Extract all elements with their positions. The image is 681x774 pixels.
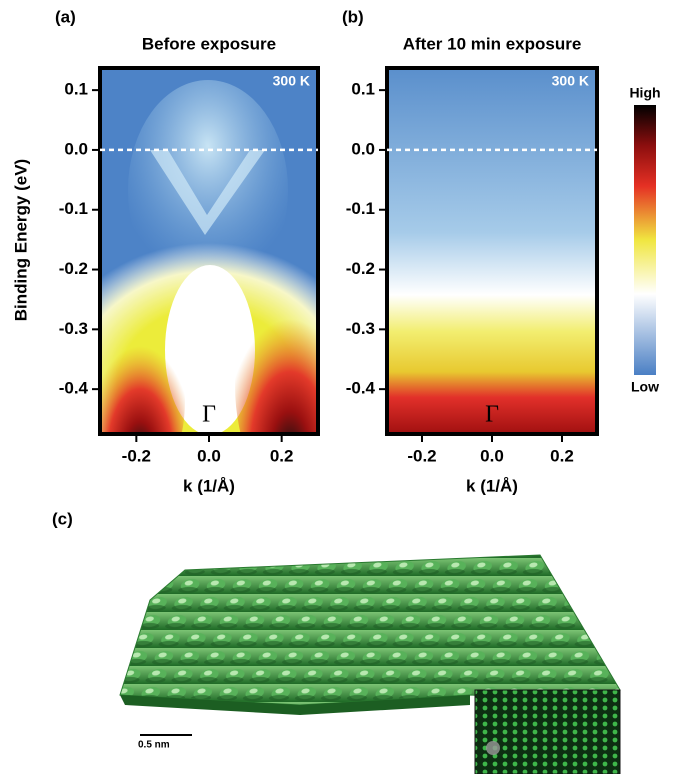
x-axis-label: k (1/Å): [466, 476, 518, 495]
y-tick-label: -0.2: [346, 259, 375, 278]
x-axis-label: k (1/Å): [183, 476, 235, 495]
gamma-point: Γ: [202, 402, 216, 428]
x-tick-label: -0.2: [407, 446, 436, 465]
colorbar-low: Low: [631, 379, 659, 395]
y-tick-label: 0.1: [351, 80, 375, 99]
gamma-point: Γ: [485, 402, 499, 428]
x-tick-label: -0.2: [122, 446, 151, 465]
stm-surface: [120, 555, 620, 774]
temperature: 300 K: [552, 73, 589, 89]
y-tick-label: -0.1: [59, 199, 88, 218]
y-tick-label: -0.4: [59, 379, 89, 398]
x-tick-label: 0.2: [550, 446, 574, 465]
y-tick-label: 0.1: [64, 80, 88, 99]
scale-bar-label: 0.5 nm: [138, 740, 170, 751]
y-axis-label: Binding Energy (eV): [11, 159, 30, 321]
arpes-map-b: [387, 68, 597, 434]
panel-label: (c): [52, 509, 73, 528]
y-tick-label: -0.2: [59, 259, 88, 278]
y-tick-label: 0.0: [351, 139, 375, 158]
y-tick-label: -0.3: [346, 319, 375, 338]
y-tick-label: -0.3: [59, 319, 88, 338]
x-tick-label: 0.2: [270, 446, 294, 465]
arpes-map-a: [58, 68, 358, 495]
panel-label: (b): [342, 7, 364, 26]
y-tick-label: 0.0: [64, 139, 88, 158]
y-tick-label: -0.1: [346, 199, 375, 218]
y-tick-label: -0.4: [346, 379, 376, 398]
colorbar: [634, 105, 656, 375]
colorbar-high: High: [629, 85, 660, 101]
panel-title: After 10 min exposure: [403, 34, 582, 53]
temperature: 300 K: [273, 73, 310, 89]
x-tick-label: 0.0: [480, 446, 504, 465]
panel-title: Before exposure: [142, 34, 276, 53]
x-tick-label: 0.0: [197, 446, 221, 465]
figure: High Low (c) 0.5 nm (a) Before exposure 30…: [0, 0, 681, 774]
panel-label: (a): [55, 7, 76, 26]
